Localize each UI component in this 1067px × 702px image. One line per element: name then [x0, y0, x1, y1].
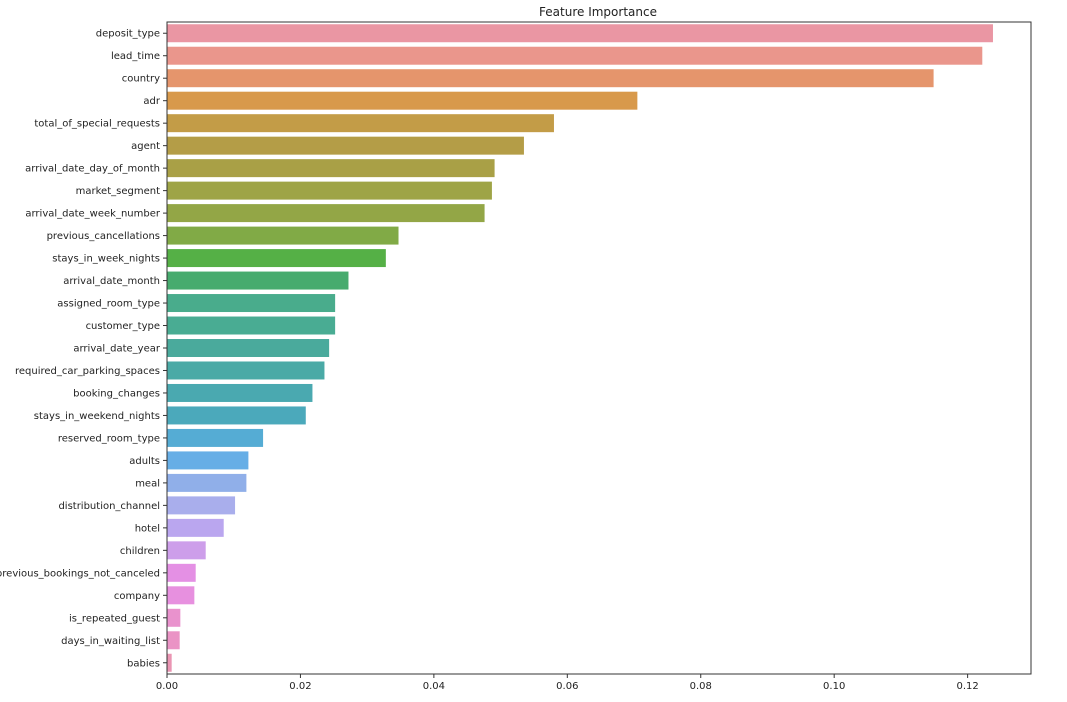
category-label: is_repeated_guest — [69, 613, 160, 624]
bar-children — [167, 541, 206, 560]
category-label: children — [120, 546, 160, 557]
x-tick-label: 0.00 — [156, 681, 178, 692]
x-tick-label: 0.10 — [823, 681, 845, 692]
bar-agent — [167, 136, 524, 155]
bar-adr — [167, 91, 638, 110]
category-label: agent — [131, 141, 160, 152]
category-label: customer_type — [86, 321, 160, 332]
category-label: arrival_date_week_number — [25, 209, 161, 220]
category-label: country — [122, 74, 160, 85]
category-label: previous_bookings_not_canceled — [0, 568, 160, 579]
bar-distribution-channel — [167, 496, 236, 515]
category-label: stays_in_weekend_nights — [34, 411, 160, 422]
bar-reserved-room-type — [167, 428, 264, 447]
category-label: arrival_date_month — [63, 276, 160, 287]
bars-layer — [167, 24, 993, 672]
bar-hotel — [167, 518, 224, 537]
bar-booking-changes — [167, 383, 313, 402]
category-label: arrival_date_day_of_month — [25, 164, 160, 175]
x-tick-label: 0.02 — [289, 681, 311, 692]
bar-stays-in-weekend-nights — [167, 406, 306, 425]
category-label: booking_changes — [73, 388, 160, 399]
category-label: stays_in_week_nights — [52, 254, 160, 265]
x-tick-label: 0.06 — [556, 681, 578, 692]
bar-stays-in-week-nights — [167, 249, 386, 268]
category-label: hotel — [135, 523, 160, 534]
bar-company — [167, 586, 195, 605]
x-tick-label: 0.08 — [690, 681, 712, 692]
bar-is-repeated-guest — [167, 608, 181, 627]
category-label: distribution_channel — [58, 501, 160, 512]
category-label: deposit_type — [96, 29, 160, 40]
category-label: previous_cancellations — [47, 231, 160, 242]
bar-previous-cancellations — [167, 226, 399, 245]
x-axis-ticks: 0.00 0.02 0.04 0.06 0.08 0.10 0.12 — [156, 674, 979, 692]
category-label: days_in_waiting_list — [61, 636, 160, 647]
bar-required-car-parking-spaces — [167, 361, 325, 380]
bar-previous-bookings-not-canceled — [167, 563, 196, 582]
x-tick-label: 0.12 — [956, 681, 978, 692]
bar-country — [167, 69, 934, 88]
chart-title: Feature Importance — [539, 5, 657, 19]
x-tick-label: 0.04 — [423, 681, 445, 692]
bar-total-of-special-requests — [167, 114, 554, 133]
plot-frame — [166, 21, 1032, 675]
bar-customer-type — [167, 316, 336, 335]
bar-arrival-date-month — [167, 271, 349, 290]
bar-deposit-type — [167, 24, 993, 43]
category-label: assigned_room_type — [57, 299, 160, 310]
bar-babies — [167, 653, 172, 672]
category-label: meal — [135, 478, 160, 489]
bar-arrival-date-week-number — [167, 204, 485, 223]
category-label: babies — [127, 658, 160, 669]
bar-lead-time — [167, 46, 983, 65]
category-label: company — [114, 591, 160, 602]
category-label: total_of_special_requests — [34, 119, 160, 130]
category-label: adults — [129, 456, 160, 467]
bar-market-segment — [167, 181, 492, 200]
bar-arrival-date-day-of-month — [167, 159, 495, 178]
category-label: adr — [143, 96, 160, 107]
category-label: lead_time — [111, 51, 160, 62]
bar-assigned-room-type — [167, 294, 336, 313]
category-label: market_segment — [76, 186, 160, 197]
bar-meal — [167, 473, 247, 492]
category-label: required_car_parking_spaces — [15, 366, 160, 377]
bar-days-in-waiting-list — [167, 631, 180, 650]
bar-arrival-date-year — [167, 339, 330, 357]
category-label: arrival_date_year — [73, 344, 161, 355]
bar-adults — [167, 451, 249, 470]
category-label: reserved_room_type — [58, 433, 160, 444]
plot-border — [166, 21, 1032, 675]
